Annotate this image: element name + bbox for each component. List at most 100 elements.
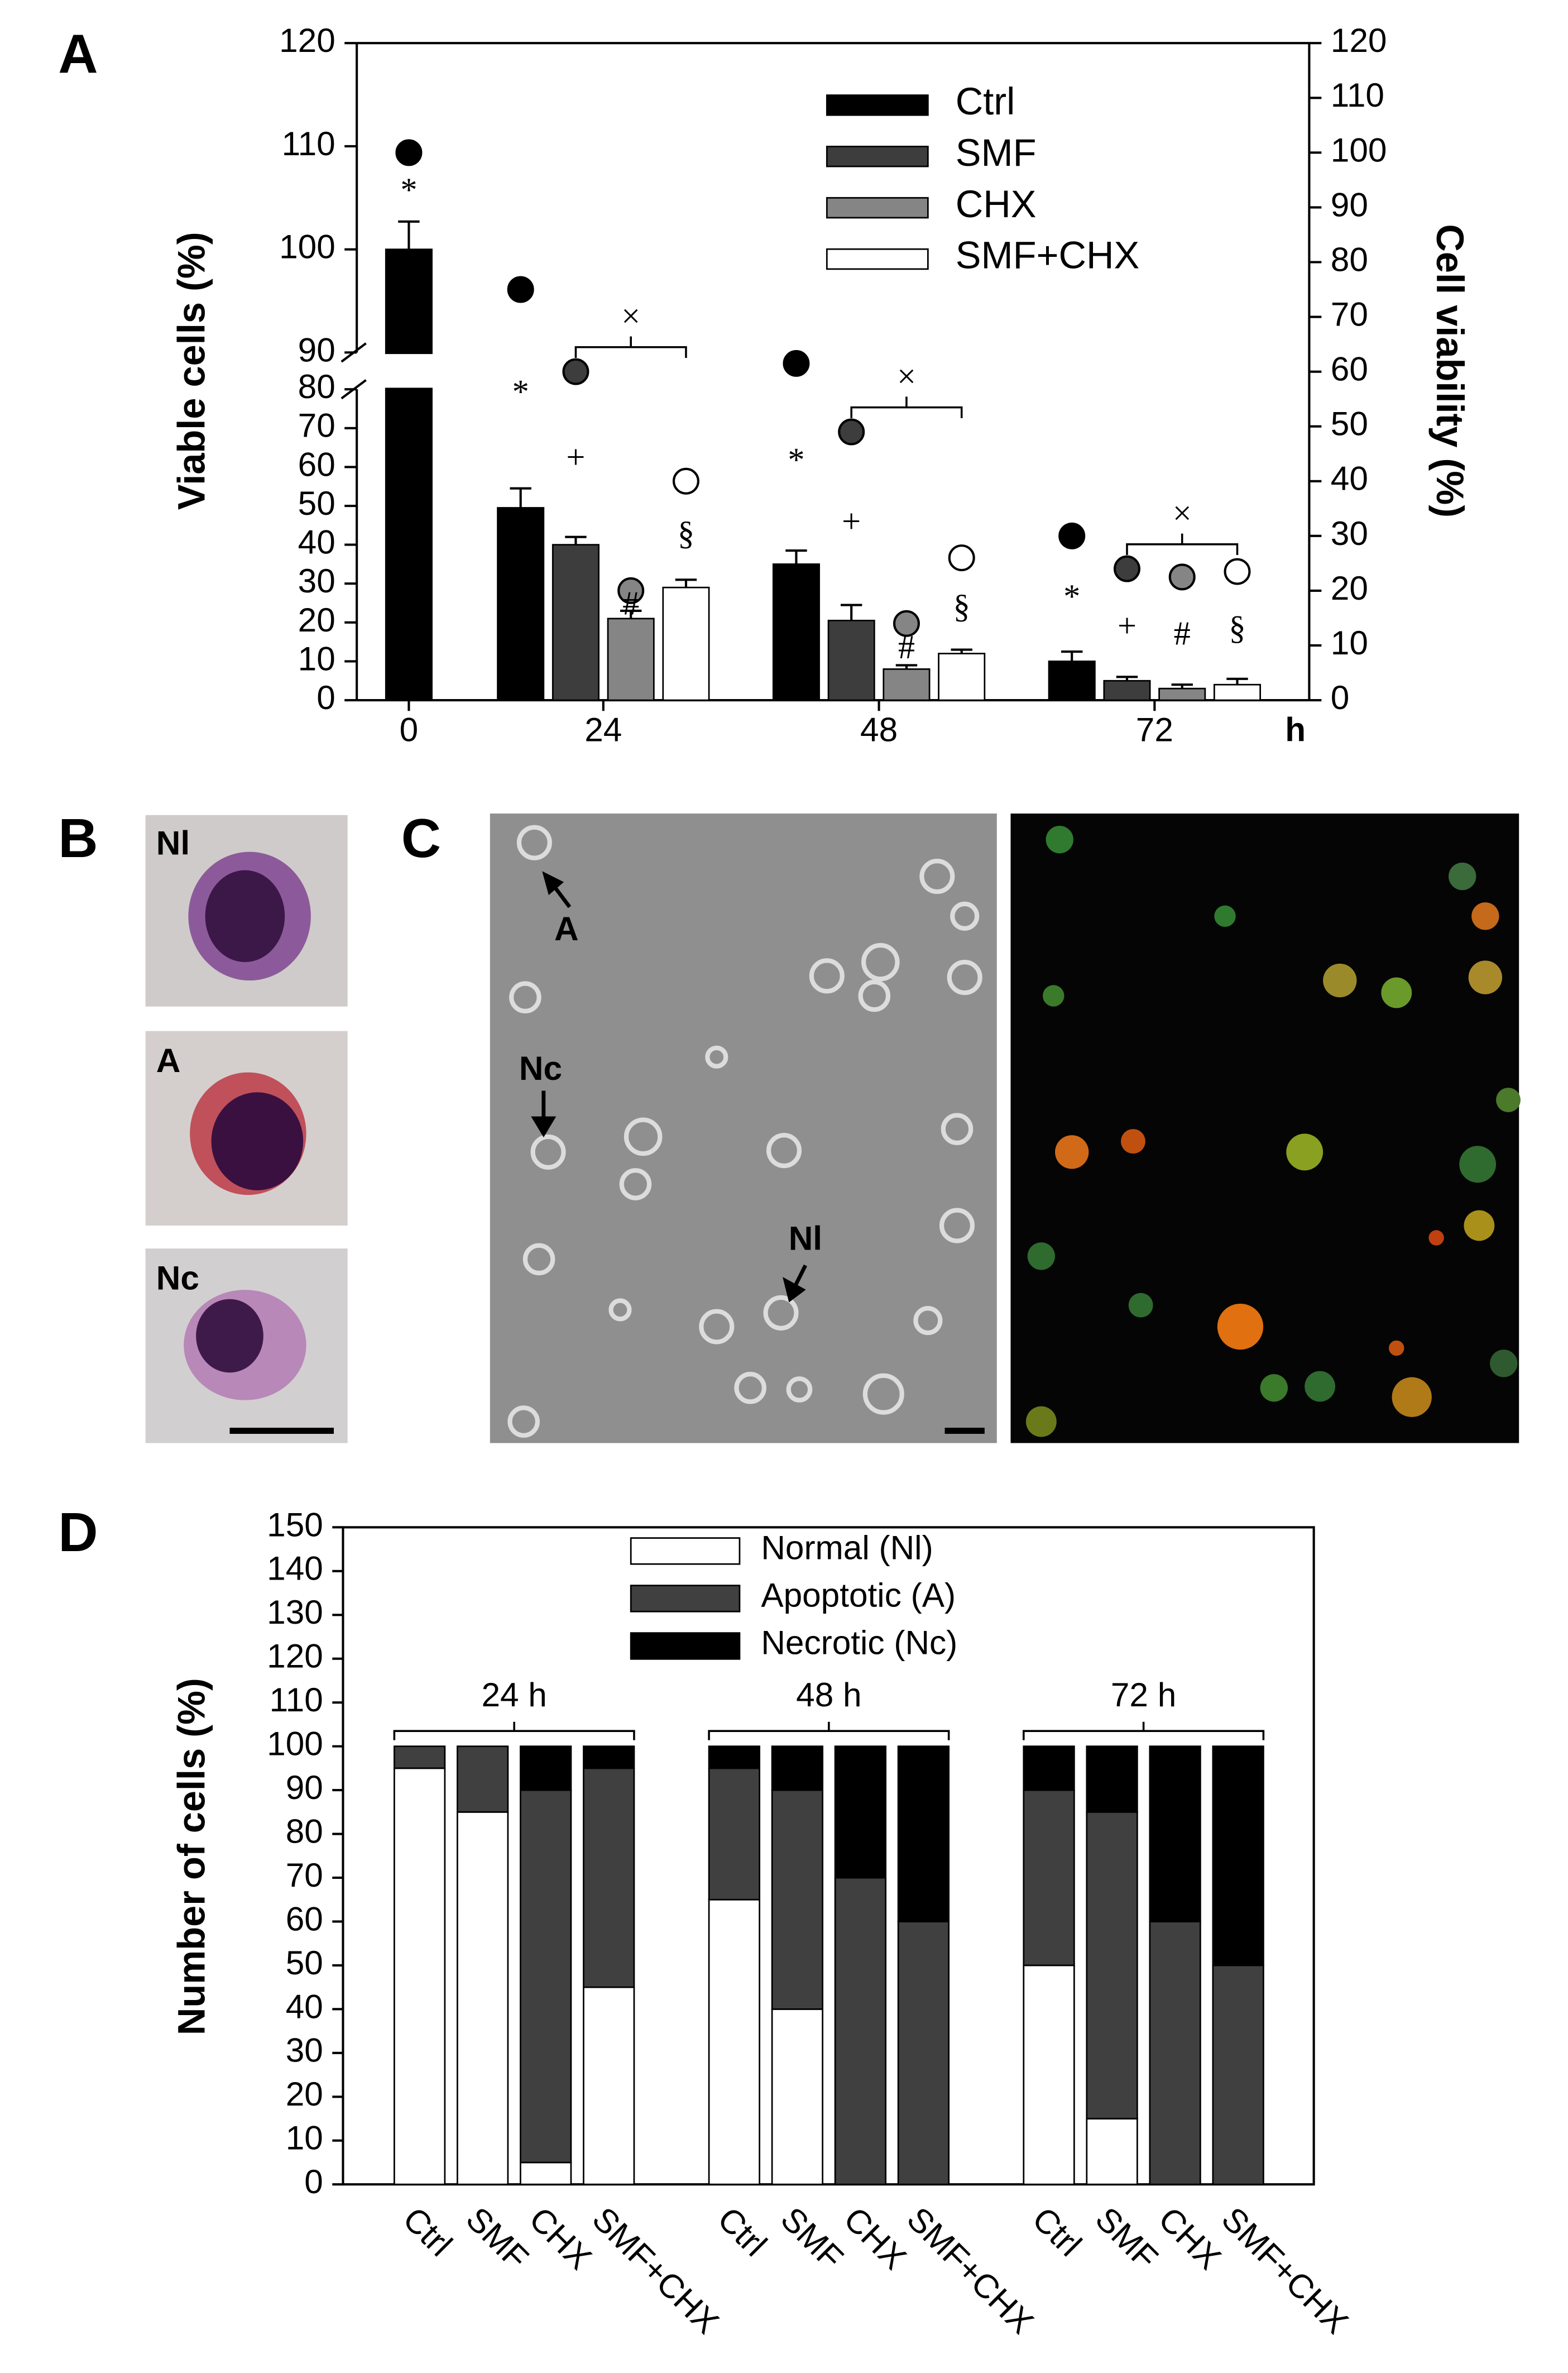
cell-label: A [156, 1041, 181, 1079]
y-tick-label: 70 [286, 1856, 323, 1894]
viability-marker [617, 577, 645, 604]
y-tick-label: 10 [298, 639, 335, 677]
x-tick-label: SMF [774, 2199, 851, 2276]
viability-marker [838, 418, 865, 446]
legend-label: Ctrl [956, 80, 1015, 123]
panel-letter: D [58, 1501, 98, 1563]
bar-segment [1023, 1789, 1075, 1967]
y2-tick-label: 40 [1331, 460, 1368, 497]
y2-axis-title: Cell viability (%) [1428, 224, 1471, 518]
bar-segment [1023, 1964, 1075, 2185]
bar-segment [1149, 1745, 1201, 1922]
y-axis-title: Number of cells (%) [170, 1678, 213, 2035]
error-bar [785, 549, 807, 564]
significance-symbol: + [1118, 607, 1137, 644]
y-tick-label: 40 [298, 523, 335, 561]
x-tick-label: Ctrl [711, 2199, 774, 2263]
significance-symbol: # [898, 629, 915, 666]
x-tick-label: 48 [860, 711, 898, 749]
y-tick-label: 0 [317, 678, 335, 716]
bar [552, 544, 600, 701]
viability-marker [1113, 555, 1140, 582]
viability-marker [1058, 522, 1086, 549]
x-tick-label: 24 [584, 711, 622, 749]
bar [1213, 683, 1261, 701]
legend-swatch [826, 94, 929, 116]
error-bar [1061, 650, 1083, 662]
legend-label: Normal (Nl) [761, 1528, 933, 1566]
y2-tick-label: 30 [1331, 514, 1368, 552]
y-tick-label: 150 [267, 1505, 323, 1543]
significance-symbol: # [622, 585, 639, 623]
significance-symbol: § [953, 588, 970, 625]
y-tick-label: 110 [282, 125, 335, 162]
y-tick-label: 100 [267, 1725, 323, 1763]
bar-segment [771, 1789, 823, 2010]
y-tick-label: 50 [286, 1944, 323, 1982]
bar-segment [708, 1898, 760, 2185]
bar-segment [771, 2008, 823, 2185]
viability-marker [1224, 558, 1251, 585]
error-bar [675, 578, 697, 588]
error-bar [565, 535, 587, 545]
y-tick-label: 0 [304, 2163, 323, 2200]
error-bar [1171, 683, 1193, 689]
bar-segment [457, 1811, 509, 2185]
y-tick-label: 120 [279, 21, 335, 59]
bracket-symbol: × [897, 358, 916, 395]
x-tick-label: Ctrl [396, 2199, 459, 2263]
panel-letter: A [58, 23, 98, 85]
y-tick-label: 70 [298, 406, 335, 444]
bar-segment [897, 1745, 950, 1922]
significance-symbol: * [1063, 578, 1080, 615]
y-tick-label: 50 [298, 484, 335, 522]
comparison-bracket [1126, 533, 1239, 555]
bar [385, 248, 433, 701]
y-tick-label: 30 [286, 2031, 323, 2069]
legend-swatch [826, 248, 929, 270]
legend-swatch [630, 1585, 741, 1613]
panel-b-images: Nl A Nc [145, 815, 348, 1443]
x-tick-label: 0 [400, 711, 419, 749]
group-bracket [1023, 1721, 1265, 1740]
cell-nucleus [205, 870, 285, 963]
y-tick-label: 30 [298, 562, 335, 600]
bar [883, 668, 931, 701]
x-tick-label: SMF+CHX [900, 2199, 1041, 2341]
arrow-label: Nl [789, 1219, 822, 1257]
x-tick-label: CHX [837, 2199, 914, 2276]
y-tick-label: 80 [298, 367, 335, 405]
stained-cells [1025, 825, 1521, 1437]
error-bar [510, 487, 531, 508]
significance-symbol: + [842, 503, 861, 540]
error-bar [1116, 676, 1138, 681]
x-tick-label: Ctrl [1025, 2199, 1089, 2263]
y2-tick-label: 70 [1331, 295, 1368, 333]
bar-segment [520, 1745, 572, 1791]
group-label: 48 h [796, 1676, 861, 1714]
axis-break-gap [384, 354, 434, 388]
error-bar [895, 664, 918, 669]
bar-segment [1086, 1811, 1138, 2120]
bar-segment [1023, 1745, 1075, 1791]
error-bar [1226, 677, 1248, 685]
y2-tick-label: 100 [1331, 131, 1387, 169]
arrow-label: Nc [519, 1049, 562, 1087]
bar-segment [834, 1745, 887, 1879]
legend-swatch [826, 197, 929, 219]
viability-marker [507, 276, 534, 303]
error-bar [620, 609, 642, 619]
y2-tick-label: 110 [1331, 76, 1384, 114]
bar-segment [1086, 2118, 1138, 2185]
x-tick-label: SMF [459, 2199, 536, 2276]
group-label: 72 h [1111, 1676, 1176, 1714]
significance-symbol: * [788, 441, 804, 479]
y2-tick-label: 20 [1331, 569, 1368, 607]
bar-segment [897, 1921, 950, 2185]
legend-label: SMF [956, 131, 1037, 174]
viability-marker [562, 358, 589, 385]
legend-label: Necrotic (Nc) [761, 1624, 957, 1662]
bar-segment [583, 1767, 635, 1988]
bar-segment [457, 1745, 509, 1813]
